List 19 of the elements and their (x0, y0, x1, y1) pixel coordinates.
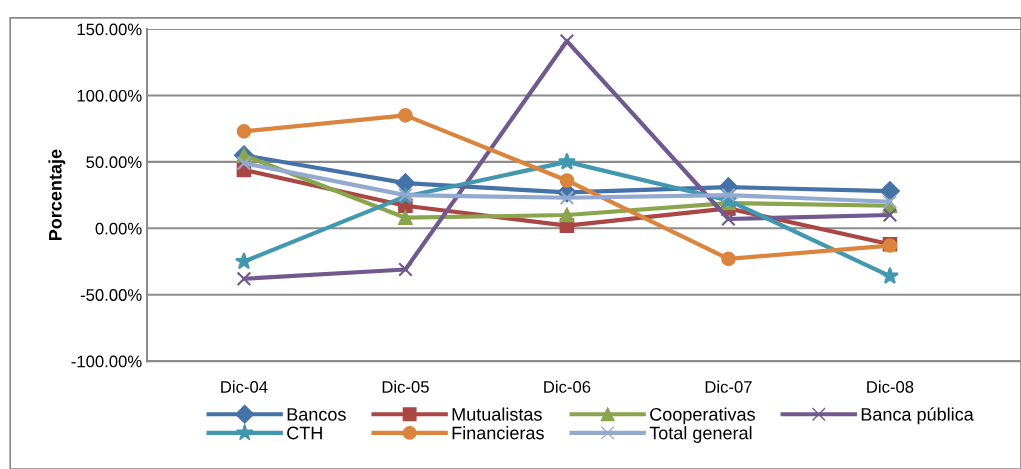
x-tick-label: Dic-04 (221, 380, 268, 393)
y-tick-label: -100.00% (71, 355, 142, 368)
y-axis-title: Porcentaje (48, 149, 66, 241)
x-tick-label: Dic-07 (705, 380, 752, 393)
x-tick-label: Dic-08 (867, 380, 914, 393)
y-tick-label: 150.00% (77, 23, 142, 36)
legend-label: Banca pública (861, 407, 974, 425)
legend-label: CTH (287, 426, 322, 440)
legend-label: Bancos (287, 408, 346, 421)
y-tick-label: 50.00% (86, 156, 142, 169)
y-tick-label: 100.00% (77, 89, 142, 102)
x-tick-label: Dic-05 (382, 380, 429, 393)
legend-label: Cooperativas (650, 407, 755, 425)
y-tick-label: -50.00% (80, 289, 142, 301)
x-tick-label: Dic-06 (544, 380, 591, 393)
legend-label: Mutualistas (452, 407, 542, 421)
legend-label: Total general (649, 426, 752, 443)
y-tick-label: 0.00% (95, 222, 142, 235)
legend-label: Financieras (452, 426, 544, 440)
